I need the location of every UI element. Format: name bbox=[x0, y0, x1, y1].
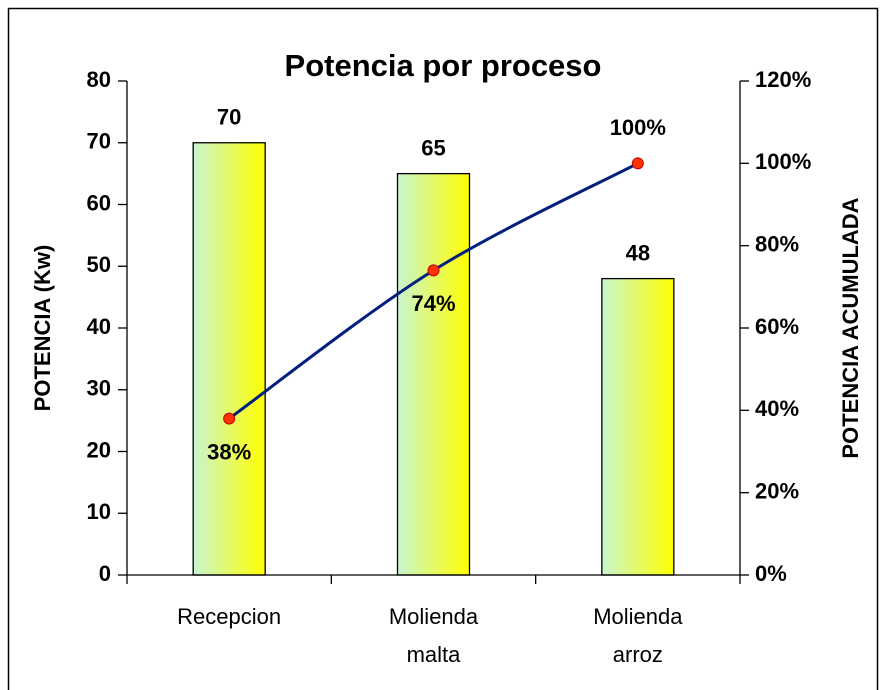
y2-tick-label: 60% bbox=[755, 314, 799, 339]
bar bbox=[192, 142, 266, 576]
bar-value-label: 70 bbox=[217, 105, 241, 130]
y-axis-label: POTENCIA (Kw) bbox=[30, 245, 55, 412]
bar bbox=[396, 172, 471, 576]
y2-tick-label: 20% bbox=[755, 478, 799, 503]
y-tick-label: 30 bbox=[87, 376, 111, 401]
y2-tick-label: 120% bbox=[755, 67, 811, 92]
x-tick-label: Recepcion bbox=[177, 604, 282, 629]
bar-value-label: 65 bbox=[421, 135, 445, 160]
chart-title: Potencia por proceso bbox=[285, 48, 602, 83]
line-marker bbox=[223, 412, 236, 425]
y-tick-label: 60 bbox=[87, 190, 111, 215]
y-tick-label: 40 bbox=[87, 314, 111, 339]
line-value-label: 74% bbox=[411, 291, 455, 316]
y2-tick-label: 40% bbox=[755, 396, 799, 421]
line-marker bbox=[631, 157, 644, 170]
bar-value-label: 48 bbox=[626, 240, 650, 265]
x-tick-label: Molienda malta bbox=[388, 604, 479, 667]
line-marker bbox=[427, 264, 440, 277]
x-tick-label: Molienda arroz bbox=[593, 604, 683, 667]
y2-tick-label: 100% bbox=[755, 149, 811, 174]
line-value-label: 38% bbox=[207, 439, 251, 464]
y-tick-label: 0 bbox=[99, 561, 111, 586]
y-tick-label: 50 bbox=[87, 252, 111, 277]
line-value-label: 100% bbox=[610, 115, 666, 140]
y-tick-label: 10 bbox=[87, 499, 111, 524]
y2-axis-label: POTENCIA ACUMULADA bbox=[838, 197, 863, 458]
y-tick-label: 70 bbox=[87, 129, 111, 154]
y2-tick-label: 0% bbox=[755, 561, 787, 586]
y-tick-label: 80 bbox=[87, 67, 111, 92]
y-tick-label: 20 bbox=[87, 437, 111, 462]
y2-tick-label: 80% bbox=[755, 231, 799, 256]
bar bbox=[601, 277, 675, 576]
